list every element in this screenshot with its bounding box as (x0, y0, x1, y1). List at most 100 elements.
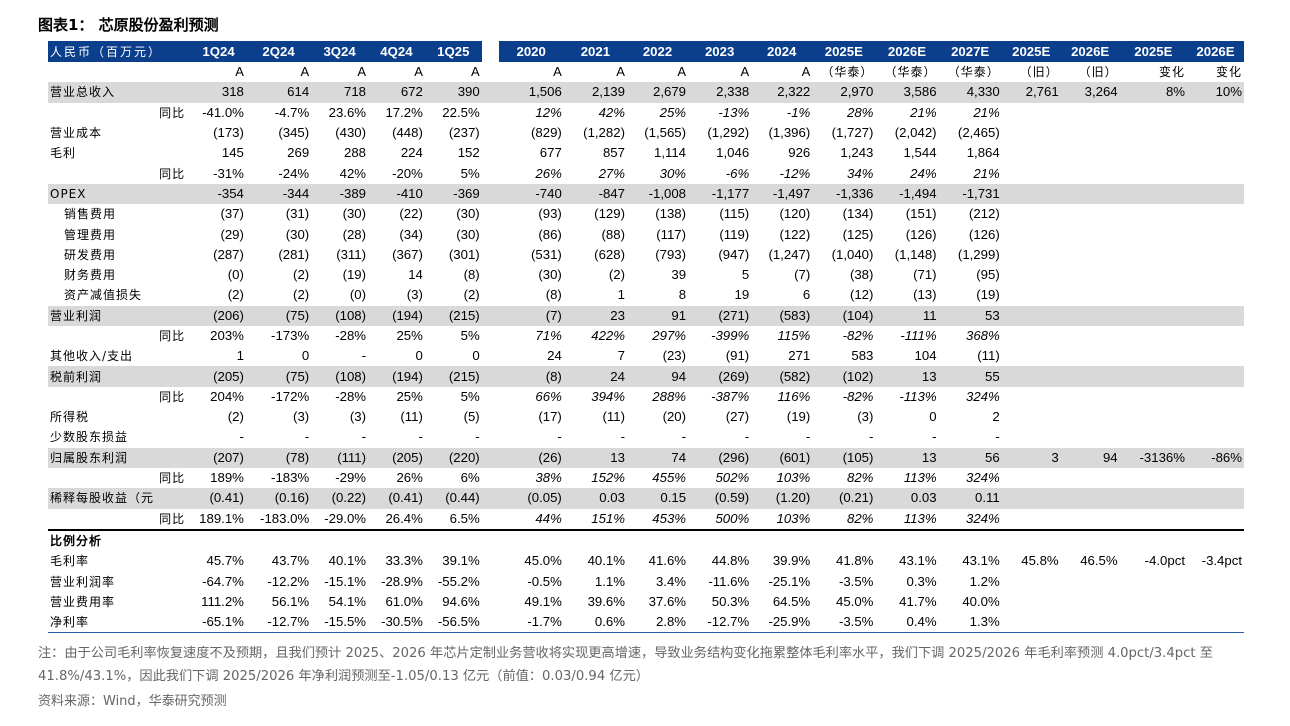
table-cell: 1,506 (498, 82, 564, 103)
table-cell: 34% (847, 165, 874, 181)
row-label: OPEX (48, 183, 192, 205)
table-cell (1060, 305, 1120, 326)
row-label: 营业成本 (50, 126, 103, 141)
table-cell: (3) (349, 409, 367, 425)
table-cell: 41.7% (899, 593, 937, 609)
column-gap (482, 346, 499, 366)
table-cell: 39.9% (772, 553, 811, 569)
table-cell: (30) (456, 226, 480, 242)
table-cell: (947) (718, 246, 750, 262)
header-gap (481, 41, 499, 62)
header-basis-cell: A (357, 64, 367, 80)
table-row: 其他收入/支出 1 0 - 0 0 24 7 (23) (91) 271 583 104 (11) (48, 346, 1244, 366)
header-basis-cell: 变化 (1158, 65, 1185, 80)
table-cell (1001, 366, 1061, 387)
row-label: 净利率 (48, 612, 192, 634)
header-basis-cell: （华泰） (947, 65, 1000, 80)
table-cell: 21% (973, 104, 1000, 120)
table-cell (1002, 204, 1061, 224)
table-cell: (151) (905, 206, 937, 222)
table-cell: -24% (278, 165, 310, 181)
table-cell: (27) (725, 409, 750, 425)
table-cell: 3,264 (1060, 82, 1120, 103)
table-cell (1120, 285, 1187, 305)
table-cell: (296) (688, 447, 752, 468)
table-cell (1120, 468, 1187, 488)
table-cell: (119) (719, 226, 750, 242)
table-cell: 39.6% (587, 593, 625, 609)
table-cell (368, 528, 425, 552)
table-cell (1119, 612, 1187, 634)
table-cell: (111) (311, 447, 369, 468)
table-cell: -1,494 (875, 183, 939, 205)
table-cell: 152 (457, 145, 480, 161)
table-cell (1001, 528, 1061, 552)
table-cell: - (744, 429, 750, 445)
table-cell (1187, 509, 1244, 530)
table-cell: (3) (293, 409, 310, 425)
table-cell: 614 (245, 82, 312, 103)
table-cell: 8 (678, 287, 687, 303)
table-cell (938, 528, 1002, 552)
table-cell (1002, 427, 1061, 447)
table-cell: -29.0% (324, 510, 367, 526)
table-cell: - (475, 429, 480, 445)
table-cell: (205) (368, 447, 425, 468)
table-cell: - (304, 429, 310, 445)
table-cell: (7) (794, 267, 811, 283)
table-cell: (0) (349, 287, 367, 303)
table-cell: 5% (460, 388, 480, 404)
row-label: 研发费用 (64, 247, 117, 262)
table-cell: (115) (719, 206, 750, 222)
table-cell (1061, 285, 1120, 305)
table-cell (1187, 387, 1244, 407)
table-cell: -56.5% (424, 612, 482, 634)
table-cell: (1,299) (957, 246, 1000, 262)
table-cell: 324% (965, 470, 1000, 486)
table-cell: 103% (776, 510, 811, 526)
table-cell: (19) (976, 287, 1000, 303)
table-cell: 91 (626, 305, 689, 326)
table-cell: 189% (210, 470, 244, 486)
table-cell: 45.0% (836, 593, 874, 609)
table-row: 归属股东利润 (207) (78) (111) (205) (220) (26) 13 74 (2… (48, 447, 1244, 468)
table-cell: (448) (392, 125, 423, 141)
table-cell: (531) (531, 246, 562, 262)
table-cell: 45.0% (524, 553, 562, 569)
table-cell (1120, 326, 1187, 346)
table-cell: 113% (903, 470, 937, 486)
row-label: 管理费用 (64, 227, 117, 242)
table-cell (1002, 265, 1061, 285)
table-cell: 19 (734, 287, 750, 303)
table-cell (1120, 592, 1187, 612)
header-period-cell: 2020 (498, 41, 564, 62)
table-cell: 672 (368, 82, 425, 103)
table-cell: 3.4% (655, 573, 687, 589)
header-basis-cell: A (801, 64, 811, 80)
table-cell (1002, 387, 1061, 407)
header-basis-cell: A (414, 64, 423, 80)
row-label: 比例分析 (48, 528, 192, 552)
table-cell (1002, 571, 1061, 591)
table-cell: (1,247) (768, 246, 811, 262)
table-cell: 43.1% (899, 553, 937, 569)
table-cell: (11) (400, 409, 423, 425)
table-cell: 33.3% (385, 553, 423, 569)
table-cell: -1,336 (812, 183, 876, 205)
table-cell: 17.2% (385, 104, 423, 120)
table-cell: (30) (538, 267, 562, 283)
table-cell: -113% (899, 388, 937, 404)
table-cell: (212) (968, 206, 1000, 222)
row-label: 毛利 (50, 146, 77, 161)
table-cell: 23.6% (328, 104, 367, 120)
table-row: 同比 204% -172% -28% 25% 5% 66% 394% 288% -387% 116%… (48, 387, 1244, 407)
table-cell: 13 (875, 447, 939, 468)
header-period-cell: 2024 (751, 41, 813, 62)
table-cell: (271) (688, 305, 752, 326)
table-cell: (194) (368, 305, 425, 326)
table-cell: (8) (498, 366, 564, 387)
column-gap (482, 103, 499, 123)
table-cell: (37) (220, 206, 244, 222)
table-cell: (1,565) (644, 125, 687, 141)
table-cell: 66% (535, 388, 562, 404)
